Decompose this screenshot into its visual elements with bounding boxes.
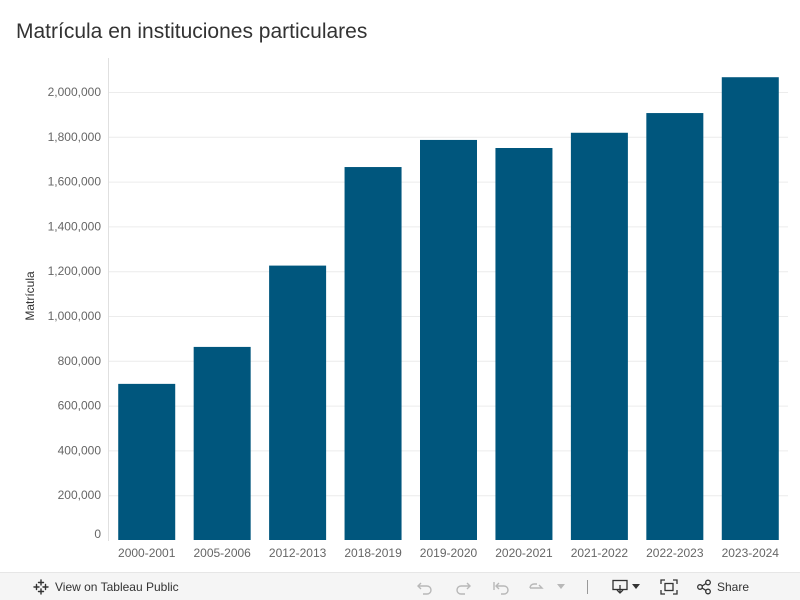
y-axis-ticks: 0 200,000 400,000 600,000 800,000 1,000,000 1,…	[48, 85, 102, 541]
caret-down-icon	[632, 583, 640, 589]
x-tick-label: 2020-2021	[495, 546, 553, 560]
x-tick-label: 2012-2013	[269, 546, 327, 560]
x-tick-label: 2023-2024	[722, 546, 780, 560]
y-tick-label: 1,000,000	[48, 309, 102, 323]
bar-chart: 0 200,000 400,000 600,000 800,000 1,000,000 1,…	[23, 58, 788, 560]
x-tick-label: 2022-2023	[646, 546, 704, 560]
redo-icon	[456, 582, 471, 595]
tableau-toolbar: View on Tableau Public	[0, 572, 800, 600]
y-tick-label: 0	[94, 527, 101, 541]
bar-2021-2022[interactable]	[570, 132, 628, 540]
revert-button[interactable]	[491, 579, 511, 595]
bar-2005-2006[interactable]	[193, 346, 251, 540]
refresh-button[interactable]	[527, 579, 547, 595]
toolbar-actions: Share	[415, 573, 749, 600]
bar-2012-2013[interactable]	[269, 265, 327, 540]
view-on-tableau-public-label: View on Tableau Public	[55, 579, 179, 594]
caret-down-icon	[557, 583, 565, 589]
y-tick-label: 1,400,000	[48, 219, 102, 233]
x-tick-label: 2018-2019	[344, 546, 402, 560]
chart-title: Matrícula en instituciones particulares	[16, 20, 368, 43]
x-tick-label: 2000-2001	[118, 546, 176, 560]
redo-button[interactable]	[453, 579, 473, 595]
undo-icon	[417, 582, 432, 595]
y-tick-label: 400,000	[58, 443, 102, 457]
y-axis-title: Matrícula	[23, 271, 37, 321]
view-on-tableau-public-button[interactable]: View on Tableau Public	[33, 578, 179, 595]
fullscreen-button[interactable]	[660, 578, 678, 595]
undo-button[interactable]	[415, 579, 435, 595]
share-label: Share	[717, 579, 750, 594]
x-axis-ticks: 2000-2001 2005-2006 2012-2013 2018-2019 2019…	[118, 546, 779, 560]
y-tick-label: 600,000	[58, 399, 102, 413]
y-tick-label: 1,800,000	[48, 130, 102, 144]
y-tick-label: 800,000	[58, 354, 102, 368]
share-icon	[697, 579, 711, 594]
revert-icon	[493, 581, 509, 595]
bar-2022-2023[interactable]	[646, 113, 704, 540]
y-tick-label: 1,200,000	[48, 264, 102, 278]
bar-2000-2001[interactable]	[118, 383, 176, 540]
bar-2020-2021[interactable]	[495, 148, 553, 540]
x-tick-label: 2021-2022	[571, 546, 629, 560]
bars	[118, 77, 779, 541]
refresh-dropdown[interactable]	[557, 583, 565, 590]
bar-2023-2024[interactable]	[721, 77, 779, 540]
download-button[interactable]	[612, 579, 640, 595]
y-tick-label: 2,000,000	[48, 85, 102, 99]
fullscreen-icon	[660, 578, 678, 595]
toolbar-divider	[587, 579, 588, 594]
download-icon	[612, 579, 628, 594]
y-tick-label: 1,600,000	[48, 175, 102, 189]
bar-2019-2020[interactable]	[420, 139, 477, 540]
y-tick-label: 200,000	[58, 488, 102, 502]
x-tick-label: 2019-2020	[420, 546, 478, 560]
refresh-icon	[529, 582, 544, 589]
tableau-logo-icon	[33, 578, 49, 595]
share-button[interactable]: Share	[696, 579, 749, 595]
x-tick-label: 2005-2006	[193, 546, 251, 560]
bar-2018-2019[interactable]	[344, 167, 402, 541]
